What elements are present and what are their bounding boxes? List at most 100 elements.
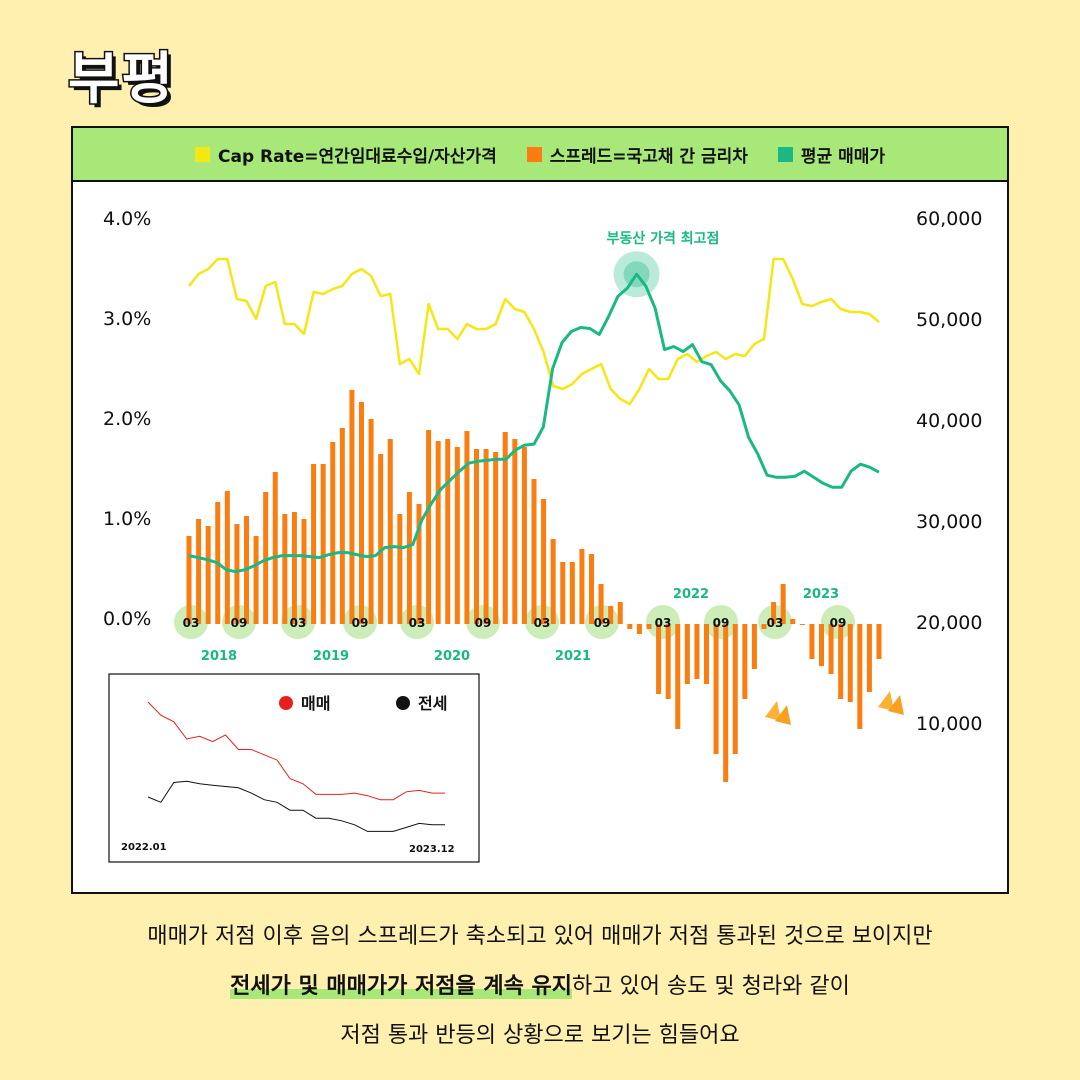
legend-avg-price: 평균 매매가 bbox=[777, 142, 885, 167]
spread-bar bbox=[598, 584, 604, 624]
caption-line-1: 매매가 저점 이후 음의 스프레드가 축소되고 있어 매매가 저점 통과된 것으… bbox=[147, 924, 933, 949]
spread-bar bbox=[780, 584, 786, 624]
spread-bar bbox=[579, 549, 585, 624]
spread-bar bbox=[435, 441, 441, 624]
spread-bar bbox=[589, 554, 594, 624]
month-marker-label: 03 bbox=[290, 616, 307, 630]
spread-bar bbox=[291, 512, 297, 624]
page-title: 부평 bbox=[66, 46, 176, 114]
spread-bar bbox=[397, 514, 403, 624]
spread-bar bbox=[330, 442, 336, 624]
spread-bar bbox=[771, 602, 777, 624]
month-marker-label: 03 bbox=[655, 616, 672, 630]
legend-spread-label: 스프레드=국고채 간 금리차 bbox=[549, 146, 748, 167]
legend-cap-rate-swatch bbox=[195, 146, 210, 162]
spread-bar bbox=[751, 624, 757, 669]
trend-arrow-icon bbox=[878, 691, 894, 711]
year-label: 2023 bbox=[803, 587, 839, 602]
spread-bar bbox=[224, 491, 230, 624]
inset-sale-line bbox=[147, 701, 445, 801]
spread-bar bbox=[732, 624, 738, 754]
spread-bar bbox=[550, 539, 556, 624]
inset-x-end: 2023.12 bbox=[409, 844, 455, 855]
spread-bar bbox=[416, 504, 422, 624]
legend-avg-price-label: 평균 매매가 bbox=[800, 146, 885, 167]
spread-bar bbox=[790, 619, 796, 624]
left-tick-label: 2.0% bbox=[103, 408, 151, 430]
year-label: 2019 bbox=[313, 649, 349, 664]
left-tick-label: 0.0% bbox=[103, 608, 151, 630]
year-label: 2021 bbox=[555, 649, 591, 664]
spread-bar bbox=[809, 624, 815, 659]
month-marker-label: 09 bbox=[713, 616, 730, 630]
spread-bar bbox=[713, 624, 719, 754]
spread-bar bbox=[512, 439, 518, 624]
caption-line-2: 전세가 및 매매가가 저점을 계속 유지하고 있어 송도 및 청라와 같이 bbox=[0, 968, 1080, 1000]
spread-bar bbox=[608, 606, 614, 624]
trend-arrow-icon bbox=[765, 701, 781, 721]
spread-bar bbox=[311, 464, 317, 624]
spread-bar bbox=[426, 430, 432, 624]
spread-bar bbox=[627, 624, 633, 629]
spread-bar bbox=[694, 624, 700, 679]
spread-bar bbox=[502, 432, 508, 624]
spread-bar bbox=[866, 624, 872, 692]
spread-bar bbox=[675, 624, 681, 729]
inset-legend-sale-dot bbox=[279, 696, 293, 710]
spread-bar bbox=[704, 624, 709, 684]
caption-line-3: 저점 통과 반등의 상황으로 보기는 힘들어요 bbox=[340, 1023, 740, 1048]
spread-bar bbox=[819, 624, 824, 666]
right-tick-label: 60,000 bbox=[916, 208, 982, 230]
spread-bar bbox=[301, 519, 307, 624]
spread-bar bbox=[445, 439, 451, 624]
chart-frame: Cap Rate=연간임대료수입/자산가격 스프레드=국고채 간 금리차 평균 … bbox=[71, 126, 1009, 894]
spread-bar bbox=[617, 602, 623, 624]
legend-cap-rate: Cap Rate=연간임대료수입/자산가격 bbox=[195, 142, 497, 167]
spread-bar bbox=[761, 624, 767, 629]
spread-bar bbox=[483, 449, 489, 624]
spread-bar bbox=[196, 519, 202, 624]
avg-price-line bbox=[188, 272, 880, 574]
spread-bar bbox=[320, 464, 326, 624]
spread-bar bbox=[282, 514, 288, 624]
caption-highlight: 전세가 및 매매가가 저점을 계속 유지 bbox=[230, 974, 573, 999]
spread-bar bbox=[684, 624, 690, 684]
month-marker-label: 03 bbox=[767, 616, 784, 630]
month-marker-label: 03 bbox=[534, 616, 551, 630]
legend-cap-rate-label: Cap Rate=연간임대료수입/자산가격 bbox=[218, 146, 497, 167]
spread-bar bbox=[646, 624, 652, 629]
trend-arrow-icon bbox=[775, 705, 791, 725]
legend-bar: Cap Rate=연간임대료수입/자산가격 스프레드=국고채 간 금리차 평균 … bbox=[73, 128, 1007, 182]
spread-bar bbox=[799, 624, 805, 625]
year-label: 2020 bbox=[434, 649, 470, 664]
spread-bar bbox=[521, 447, 527, 624]
right-tick-label: 20,000 bbox=[916, 612, 982, 634]
right-tick-label: 30,000 bbox=[916, 511, 982, 533]
spread-bar bbox=[828, 624, 834, 674]
month-marker-label: 09 bbox=[475, 616, 492, 630]
spread-bar bbox=[531, 479, 537, 624]
inset-x-start: 2022.01 bbox=[121, 842, 167, 853]
month-marker-label: 03 bbox=[409, 616, 426, 630]
spread-bar bbox=[742, 624, 748, 699]
spread-bar bbox=[186, 536, 192, 624]
month-marker-label: 09 bbox=[830, 616, 847, 630]
spread-bar bbox=[665, 624, 671, 699]
spread-bar bbox=[272, 472, 278, 624]
month-marker-circle bbox=[646, 605, 680, 639]
month-marker-label: 09 bbox=[231, 616, 248, 630]
combo-chart: 4.0% 3.0% 2.0% 1.0% 0.0% 60,000 50,000 40,000 30… bbox=[103, 208, 982, 863]
peak-highlight-inner bbox=[623, 261, 650, 288]
spread-bar bbox=[339, 428, 345, 624]
spread-bar bbox=[253, 536, 259, 624]
spread-bar bbox=[876, 624, 882, 659]
spread-bar bbox=[541, 499, 547, 624]
left-tick-label: 1.0% bbox=[103, 508, 151, 530]
month-marker-label: 09 bbox=[352, 616, 369, 630]
inset-legend-sale-label: 매매 bbox=[301, 694, 330, 713]
spread-bar bbox=[263, 492, 269, 624]
year-label: 2018 bbox=[201, 649, 237, 664]
legend-spread-swatch bbox=[526, 146, 542, 162]
left-tick-label: 3.0% bbox=[103, 308, 151, 330]
spread-bar bbox=[378, 454, 384, 624]
